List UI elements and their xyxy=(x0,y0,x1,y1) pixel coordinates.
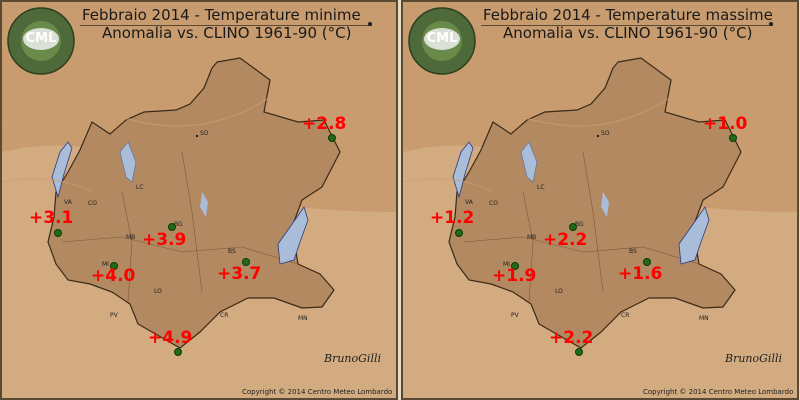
city-label-co: CO xyxy=(88,200,97,207)
anomaly-va: +3.1 xyxy=(29,208,74,228)
lombardy-region xyxy=(448,57,742,349)
copyright-text: Copyright © 2014 Centro Meteo Lombardo xyxy=(643,388,794,396)
anomaly-so: +2.8 xyxy=(302,114,347,134)
signature: BrunoGilli xyxy=(324,352,381,365)
anomaly-mi: +1.9 xyxy=(492,266,537,286)
city-label-bs: BS xyxy=(228,248,236,255)
title-underline xyxy=(481,25,773,26)
city-label-cr: CR xyxy=(220,312,229,319)
anomaly-pv: +2.2 xyxy=(549,328,594,348)
city-label-va: VA xyxy=(64,199,72,206)
station-dot xyxy=(110,262,118,270)
city-label-lo: LO xyxy=(154,288,162,295)
anomaly-mi: +4.0 xyxy=(91,266,136,286)
lake-como xyxy=(119,141,137,183)
anomaly-bs: +3.7 xyxy=(217,264,262,284)
station-dot xyxy=(174,348,182,356)
anomaly-bs: +1.6 xyxy=(618,264,663,284)
panel-title: Febbraio 2014 - Temperature minime Anoma… xyxy=(82,6,382,42)
lake-como xyxy=(520,141,538,183)
station-dot xyxy=(54,229,62,237)
cml-logo-text: CML xyxy=(426,31,458,46)
station-dot xyxy=(643,258,651,266)
title-dot xyxy=(769,22,773,26)
city-label-mb: MB xyxy=(126,234,136,241)
anomaly-bg: +2.2 xyxy=(543,230,588,250)
city-label-co: CO xyxy=(489,200,498,207)
anomaly-va: +1.2 xyxy=(430,208,475,228)
lake-maggiore xyxy=(452,141,474,199)
station-dot xyxy=(328,134,336,142)
city-label-bg: BG xyxy=(575,221,584,228)
anomaly-pv: +4.9 xyxy=(148,328,193,348)
station-dot xyxy=(168,223,176,231)
panel-minime: CML Febbraio 2014 - Temperature minime A… xyxy=(0,0,398,400)
city-label-so: SO xyxy=(601,130,610,137)
city-label-pv: PV xyxy=(511,312,519,319)
cml-logo-text: CML xyxy=(25,31,57,46)
station-dot xyxy=(729,134,737,142)
panel-massime: CML Febbraio 2014 - Temperature massime … xyxy=(401,0,799,400)
lake-maggiore xyxy=(51,141,73,199)
title-underline xyxy=(80,25,372,26)
cml-logo-emblem xyxy=(408,7,476,75)
title-dot xyxy=(368,22,372,26)
lake-iseo xyxy=(200,192,208,217)
lombardy-map xyxy=(403,2,797,398)
city-label-pv: PV xyxy=(110,312,118,319)
city-label-mn: MN xyxy=(699,315,709,322)
city-label-mi: MI xyxy=(503,261,510,268)
city-label-mb: MB xyxy=(527,234,537,241)
cml-logo: CML xyxy=(6,6,76,76)
subtitle-text: Anomalia vs. CLINO 1961-90 (°C) xyxy=(503,24,753,42)
cml-logo: CML xyxy=(407,6,477,76)
city-label-cr: CR xyxy=(621,312,630,319)
subtitle-text: Anomalia vs. CLINO 1961-90 (°C) xyxy=(102,24,352,42)
station-dot xyxy=(569,223,577,231)
lake-iseo xyxy=(601,192,609,217)
city-label-so: SO xyxy=(200,130,209,137)
copyright-text: Copyright © 2014 Centro Meteo Lombardo xyxy=(242,388,393,396)
station-dot xyxy=(575,348,583,356)
city-dot xyxy=(597,135,599,137)
lake-garda xyxy=(277,206,309,265)
city-label-lc: LC xyxy=(136,184,144,191)
signature: BrunoGilli xyxy=(725,352,782,365)
station-dot xyxy=(511,262,519,270)
anomaly-so: +1.0 xyxy=(703,114,748,134)
lombardy-map xyxy=(2,2,396,398)
anomaly-bg: +3.9 xyxy=(142,230,187,250)
lombardy-region xyxy=(47,57,341,349)
title-text: Febbraio 2014 - Temperature minime xyxy=(82,6,361,24)
city-label-lc: LC xyxy=(537,184,545,191)
city-label-lo: LO xyxy=(555,288,563,295)
title-text: Febbraio 2014 - Temperature massime xyxy=(483,6,773,24)
city-dot xyxy=(196,135,198,137)
city-label-va: VA xyxy=(465,199,473,206)
station-dot xyxy=(455,229,463,237)
city-label-mi: MI xyxy=(102,261,109,268)
city-label-mn: MN xyxy=(298,315,308,322)
city-label-bs: BS xyxy=(629,248,637,255)
cml-logo-emblem xyxy=(7,7,75,75)
lake-garda xyxy=(678,206,710,265)
panel-title: Febbraio 2014 - Temperature massime Anom… xyxy=(483,6,783,42)
city-label-bg: BG xyxy=(174,221,183,228)
station-dot xyxy=(242,258,250,266)
